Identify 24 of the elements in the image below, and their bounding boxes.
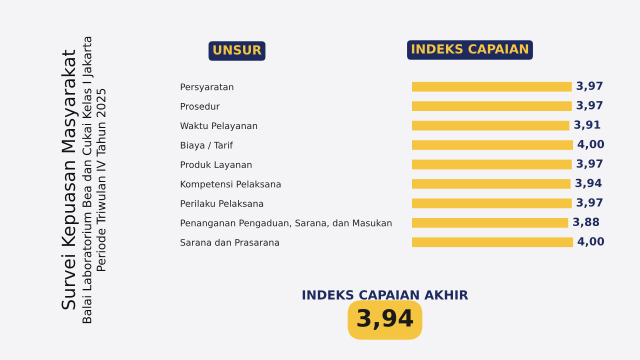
data-label: 3,91	[574, 120, 600, 130]
data-label: 3,97	[576, 100, 603, 111]
y-tick-label: Waktu Pelayanan	[180, 122, 258, 131]
data-label: 3,97	[576, 198, 603, 208]
text: Survei Kepuasan Masyarakat	[61, 50, 79, 310]
text: INDEKS CAPAIAN AKHIR	[302, 290, 468, 300]
data-label: 4,00	[578, 140, 604, 150]
y-tick-label: Perilaku Pelaksana	[180, 200, 264, 207]
y-tick-label: Sarana dan Prasarana	[180, 238, 279, 246]
y-tick-label: Penanganan Pengaduan, Sarana, dan Masukan	[180, 219, 392, 228]
data-label: 3,97	[576, 82, 603, 92]
y-tick-label: Kompetensi Pelaksana	[180, 180, 281, 190]
data-label: 3,97	[576, 159, 603, 170]
data-label: 3,94	[576, 178, 602, 189]
y-tick-label: Produk Layanan	[180, 161, 252, 170]
text: 3,94	[357, 308, 414, 330]
text: INDEKS CAPAIAN	[412, 44, 528, 54]
text: Balai Laboratorium Bea dan Cukai Kelas I Jakarta Periode Triwulan IV Tahun 2025	[82, 36, 106, 324]
text: UNSUR	[213, 45, 262, 55]
y-tick-label: Prosedur	[180, 102, 220, 110]
y-tick-label: Persyaratan	[180, 84, 234, 92]
data-label: 3,88	[573, 218, 600, 228]
y-tick-label: Biaya / Tarif	[180, 142, 234, 150]
data-label: 4,00	[578, 237, 604, 247]
